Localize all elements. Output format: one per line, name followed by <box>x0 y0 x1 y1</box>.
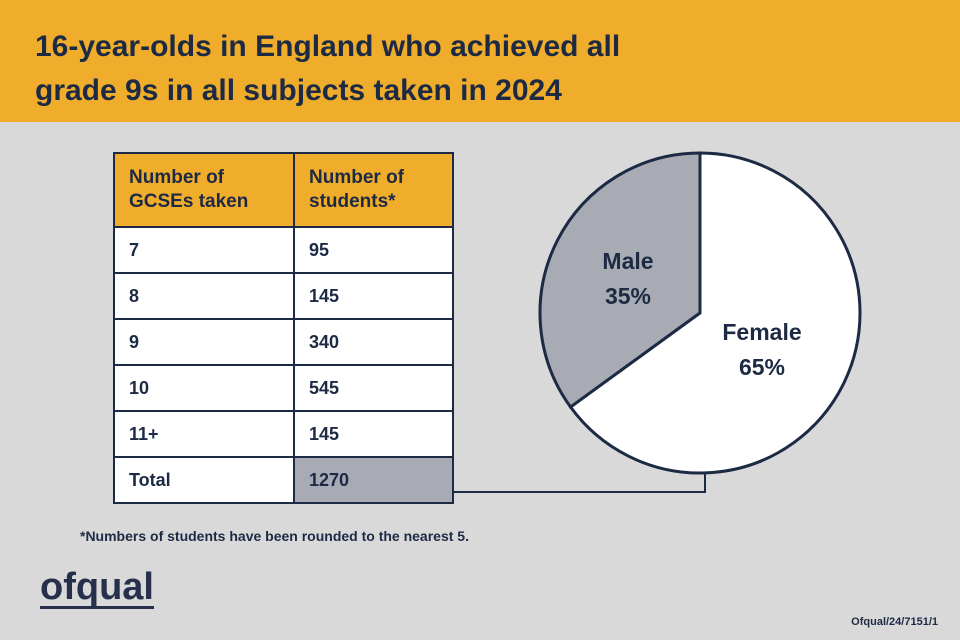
title: 16-year-olds in England who achieved all <box>35 30 621 63</box>
students-table: Number of GCSEs taken Number of students*… <box>113 152 454 504</box>
reference: Ofqual/24/7151/1 <box>851 616 938 628</box>
header-cell: Number of GCSEs taken <box>113 152 295 228</box>
logo: ofqual <box>40 566 154 609</box>
header-cell: Number of students* <box>293 152 454 228</box>
slice-value: 65% <box>739 354 785 380</box>
table-cell: 95 <box>293 226 454 274</box>
table-cell: 7 <box>113 226 295 274</box>
table-cell: 145 <box>293 272 454 320</box>
table-cell: 340 <box>293 318 454 366</box>
header-text: Number of GCSEs taken <box>129 167 249 212</box>
table-row: Total 1270 <box>113 456 454 504</box>
connector <box>452 473 706 493</box>
table-row: 7 95 <box>113 226 454 274</box>
table-row: 10 545 <box>113 364 454 412</box>
header-band: 16-year-olds in England who achieved all… <box>0 0 960 122</box>
table-cell: 8 <box>113 272 295 320</box>
table-cell: 545 <box>293 364 454 412</box>
table-cell: 145 <box>293 410 454 458</box>
slice-label: Male <box>602 248 653 274</box>
pie-slice <box>538 151 702 410</box>
table-row: 11+ 145 <box>113 410 454 458</box>
header-text: Number of students* <box>309 167 404 212</box>
header-row: Number of GCSEs taken Number of students* <box>113 152 454 228</box>
table-cell: Total <box>113 456 295 504</box>
slice-value: 35% <box>605 283 651 309</box>
table-cell: 10 <box>113 364 295 412</box>
slice-label: Female <box>722 319 801 345</box>
title: grade 9s in all subjects taken in 2024 <box>35 74 562 107</box>
footnote: *Numbers of students have been rounded t… <box>80 528 469 544</box>
pie-slice <box>568 151 862 475</box>
table-cell: 9 <box>113 318 295 366</box>
table-cell: 1270 <box>293 456 454 504</box>
table-row: 8 145 <box>113 272 454 320</box>
table-row: 9 340 <box>113 318 454 366</box>
table-cell: 11+ <box>113 410 295 458</box>
